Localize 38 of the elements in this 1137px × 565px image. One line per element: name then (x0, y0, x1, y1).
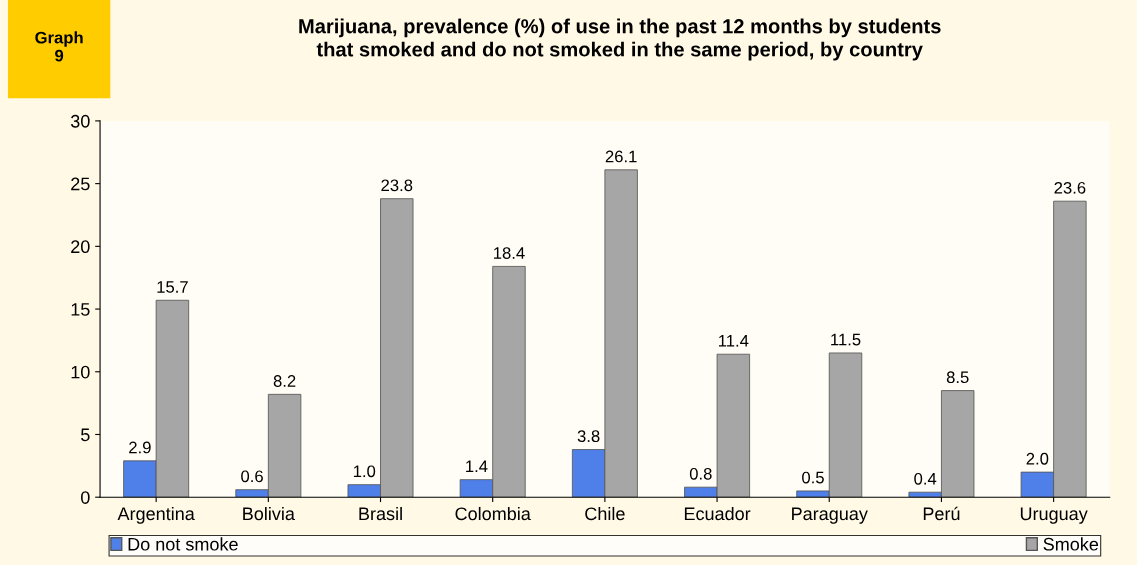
data-label: 0.5 (802, 471, 824, 484)
x-tick-label: Uruguay (1020, 507, 1088, 524)
legend-label: Smoke (1043, 537, 1099, 551)
y-tick-label: 0 (81, 491, 90, 504)
y-tick-label: 15 (71, 303, 90, 316)
data-label: 11.5 (831, 333, 861, 346)
data-label: 18.4 (494, 247, 525, 259)
data-label: 15.7 (157, 281, 188, 293)
data-label: 8.5 (946, 371, 969, 384)
y-tick-label: 25 (71, 177, 90, 191)
data-label: 23.8 (381, 179, 413, 192)
x-tick-label: Chile (585, 506, 625, 521)
y-tick-label: 5 (81, 428, 90, 442)
x-tick-label: Colombia (455, 506, 531, 521)
y-tick-label: 20 (71, 240, 90, 254)
data-label: 23.6 (1054, 181, 1086, 194)
x-tick-label: Argentina (117, 506, 195, 524)
caption: Graph 9 (35, 31, 83, 62)
data-label: 1.4 (466, 460, 488, 473)
x-tick-label: Brasil (359, 506, 402, 521)
x-tick-label: Perú (923, 506, 960, 521)
legend-label: Do not smoke (128, 537, 238, 551)
data-label: 0.6 (241, 470, 263, 483)
data-label: 0.8 (689, 467, 712, 480)
data-label: 11.4 (719, 335, 749, 347)
data-label: 2.0 (1026, 452, 1049, 465)
data-label: 2.9 (129, 441, 151, 454)
x-tick-label: Paraguay (792, 507, 868, 524)
y-tick-label: 30 (70, 114, 90, 128)
data-label: 8.2 (273, 375, 296, 387)
chart-title: Marijuana, prevalence (%) of use in the past 12 months by students that smoked and do not smoked in the same period, by country (299, 18, 941, 61)
data-label: 3.8 (577, 430, 600, 443)
x-tick-label: Bolivia (243, 506, 295, 521)
y-tick-label: 10 (71, 365, 90, 379)
data-label: 26.1 (605, 150, 637, 163)
data-label: 1.0 (353, 465, 376, 478)
data-label: 0.4 (914, 472, 937, 485)
x-tick-label: Ecuador (684, 506, 751, 521)
